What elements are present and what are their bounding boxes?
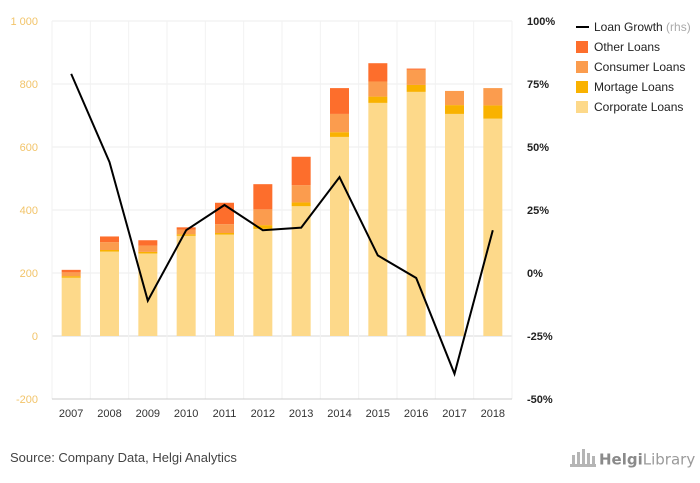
x-tick-label-2013: 2013 [289,408,313,420]
legend-swatch-consumer-loans [576,61,588,73]
bar-consumer-loans-2012 [253,209,273,226]
legend: Loan Growth (rhs) Other Loans Consumer Loa… [576,20,691,114]
bar-corporate-loans-2010 [176,235,196,336]
bars [61,63,503,337]
bar-corporate-loans-2012 [253,228,273,336]
bar-other-loans-2015 [368,63,388,82]
right-tick-label: 50% [527,142,549,154]
loan-growth-polyline [70,73,494,377]
bar-corporate-loans-2015 [368,102,388,337]
bar-corporate-loans-2008 [100,251,119,336]
building-icon [570,449,596,471]
legend-label: Mortage Loans [594,80,674,94]
bar-mortage-loans-2007 [61,276,81,278]
bar-consumer-loans-2007 [61,272,81,277]
x-tick-label-2009: 2009 [136,408,160,420]
bar-consumer-loans-2016 [406,69,426,85]
left-tick-label: 0 [32,331,38,343]
helgi-library-logo: HelgiLibrary [570,449,695,471]
bar-corporate-loans-2014 [330,136,349,336]
axes: -200 0 200 400 600 800 1 000 -50% -25% 0% 25% 50% 75… [10,16,555,420]
x-tick-label-2017: 2017 [442,408,466,420]
bar-corporate-loans-2013 [291,206,311,336]
bar-other-loans-2013 [291,156,311,186]
bar-consumer-loans-2017 [445,90,464,106]
legend-swatch-corporate-loans [576,101,588,113]
bar-other-loans-2009 [138,240,158,246]
legend-label: Other Loans [594,40,660,54]
bar-other-loans-2012 [253,184,273,210]
right-tick-label: 75% [527,79,549,91]
chart-area: -200 0 200 400 600 800 1 000 -50% -25% 0% 25% 50% 75… [10,16,691,420]
source-note: Source: Company Data, Helgi Analytics [10,450,237,465]
right-tick-label: 100% [527,16,555,28]
left-tick-label: 800 [20,79,38,91]
x-tick-label-2011: 2011 [213,408,237,420]
legend-swatch-mortage-loans [576,81,588,93]
x-tick-label-2008: 2008 [97,408,121,420]
left-tick-label: 1 000 [10,16,38,28]
bar-corporate-loans-2016 [406,91,426,336]
legend-label: Loan Growth (rhs) [594,20,691,34]
bar-consumer-loans-2015 [368,81,388,97]
bar-mortage-loans-2014 [330,132,349,137]
right-tick-label: 25% [527,205,549,217]
loan-growth-line [70,73,494,377]
bar-corporate-loans-2017 [445,113,464,336]
bar-consumer-loans-2011 [215,224,234,233]
x-tick-label-2014: 2014 [327,408,351,420]
bar-mortage-loans-2015 [368,96,388,103]
bar-mortage-loans-2011 [215,232,234,235]
bar-other-loans-2014 [330,88,349,114]
grid-lines [51,20,513,400]
x-tick-label-2018: 2018 [481,408,505,420]
legend-note: (rhs) [663,20,691,34]
right-tick-label: -25% [527,331,553,343]
bar-consumer-loans-2008 [100,242,119,251]
bar-corporate-loans-2018 [483,118,503,337]
bar-mortage-loans-2017 [445,105,464,114]
left-tick-label: -200 [16,394,38,406]
bar-mortage-loans-2008 [100,250,119,252]
x-tick-label-2015: 2015 [366,408,390,420]
x-tick-label-2010: 2010 [174,408,198,420]
bar-other-loans-2008 [100,236,119,243]
legend-swatch-other-loans [576,41,588,53]
right-tick-label: 0% [527,268,543,280]
bar-corporate-loans-2009 [138,253,158,336]
left-tick-label: 400 [20,205,38,217]
bar-mortage-loans-2013 [291,202,311,207]
bar-mortage-loans-2009 [138,251,158,254]
logo-brand-b: Library [642,450,696,469]
legend-label: Corporate Loans [594,100,683,114]
bar-other-loans-2010 [176,227,196,230]
left-tick-label: 200 [20,268,38,280]
legend-label: Consumer Loans [594,60,685,74]
bar-corporate-loans-2011 [215,234,234,336]
right-tick-label: -50% [527,394,553,406]
bar-other-loans-2016 [406,68,426,70]
x-tick-label-2007: 2007 [59,408,83,420]
bar-consumer-loans-2009 [138,245,158,252]
x-tick-label-2012: 2012 [251,408,275,420]
bar-mortage-loans-2018 [483,105,503,119]
left-tick-label: 600 [20,142,38,154]
bar-other-loans-2007 [61,269,81,273]
bar-consumer-loans-2018 [483,88,503,106]
bar-mortage-loans-2012 [253,225,273,229]
bar-consumer-loans-2014 [330,113,349,133]
bar-mortage-loans-2010 [176,234,196,236]
bar-consumer-loans-2013 [291,185,311,203]
bar-corporate-loans-2007 [61,277,81,336]
bar-mortage-loans-2016 [406,84,426,92]
logo-brand-a: Helgi [599,450,643,469]
x-tick-label-2016: 2016 [404,408,428,420]
